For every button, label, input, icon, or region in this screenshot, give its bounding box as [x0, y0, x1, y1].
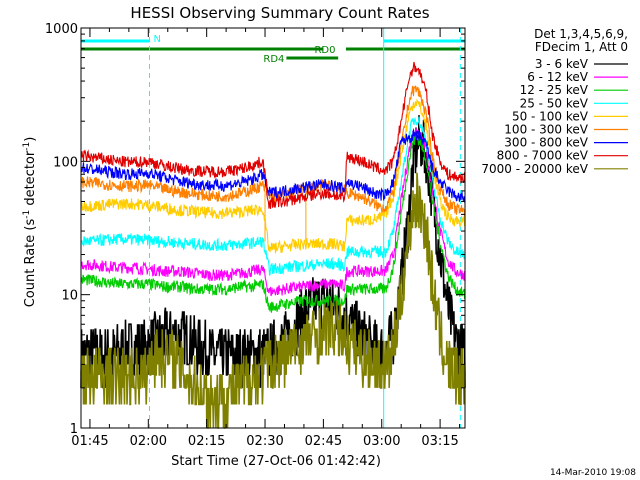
- y-tick-label: 10: [61, 289, 78, 304]
- state-bar-label-rd0: RD0: [314, 45, 335, 56]
- series-layer: [80, 28, 466, 429]
- chart-title: HESSI Observing Summary Count Rates: [130, 4, 429, 22]
- x-tick-label: 02:45: [305, 434, 342, 449]
- x-tick-label: 01:45: [71, 434, 108, 449]
- series-line-100_300keV: [80, 85, 466, 217]
- series-line-25_50keV: [80, 116, 466, 276]
- state-bar-label-rd4: RD4: [263, 54, 284, 65]
- state-bar-label-n: N: [153, 34, 160, 45]
- series-line-800_7000keV: [80, 61, 466, 209]
- series-line-300_800keV: [80, 127, 466, 204]
- legend-label: 3 - 6 keV: [535, 57, 589, 71]
- legend-label: 6 - 12 keV: [527, 70, 589, 84]
- x-tick-label: 02:30: [246, 434, 283, 449]
- axes-layer: 01:45 02:00 02:15 02:30 02:45 03:00 03:15 1 10 10…: [45, 22, 466, 449]
- y-tick-label: 1000: [45, 22, 78, 37]
- legend-label: 50 - 100 keV: [512, 109, 589, 123]
- legend-label: 7000 - 20000 keV: [481, 162, 588, 176]
- series-line-7000_20000keV: [80, 172, 466, 429]
- legend-header-1: Det 1,3,4,5,6,9,: [534, 27, 628, 41]
- legend-header-2: FDecim 1, Att 0: [535, 40, 628, 54]
- legend-label: 800 - 7000 keV: [497, 149, 589, 163]
- x-tick-label: 03:15: [421, 434, 458, 449]
- y-tick-label: 1: [70, 422, 78, 437]
- legend-label: 300 - 800 keV: [504, 136, 588, 150]
- x-tick-label: 02:15: [188, 434, 225, 449]
- footer-date: 14-Mar-2010 19:08: [550, 468, 636, 478]
- x-tick-label: 03:00: [363, 434, 400, 449]
- plot-frame: [80, 27, 466, 429]
- state-bars: N RD0 RD4: [81, 34, 465, 65]
- x-axis-label: Start Time (27-Oct-06 01:42:42): [171, 454, 381, 469]
- y-axis-label: Count Rate (s-1 detector-1): [22, 137, 38, 308]
- y-tick-label: 100: [53, 155, 78, 170]
- series-line-50_100keV: [80, 98, 466, 254]
- series-line-12_25keV: [80, 135, 466, 313]
- series-line-6_12keV: [80, 127, 466, 297]
- legend-label: 12 - 25 keV: [520, 83, 589, 97]
- legend-label: 100 - 300 keV: [504, 123, 588, 137]
- legend-label: 25 - 50 keV: [520, 96, 589, 110]
- series-line-3_6keV: [80, 115, 466, 388]
- legend: Det 1,3,4,5,6,9, FDecim 1, Att 0 3 - 6 k…: [481, 27, 628, 176]
- x-tick-label: 02:00: [130, 434, 167, 449]
